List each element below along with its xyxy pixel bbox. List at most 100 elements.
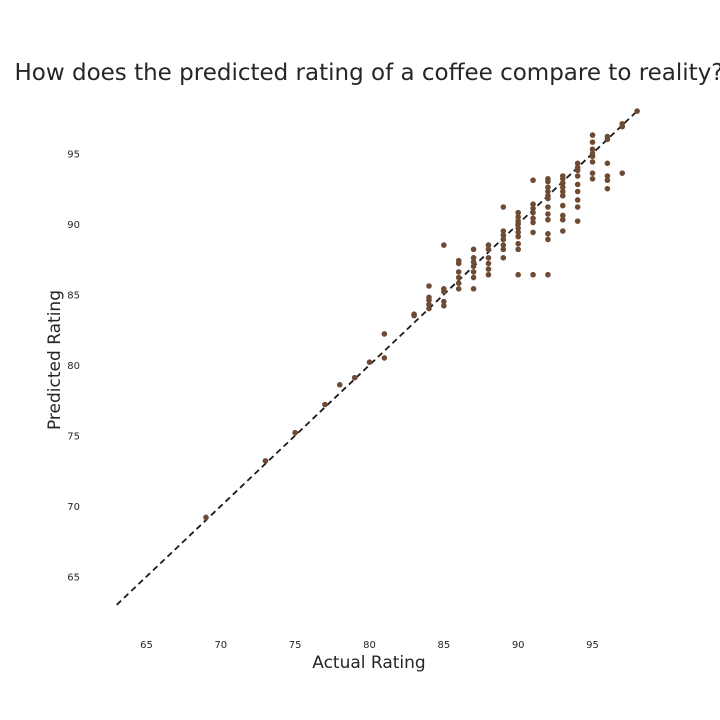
data-point xyxy=(589,150,596,157)
data-point xyxy=(500,232,507,239)
data-point xyxy=(574,188,581,195)
data-point xyxy=(441,242,447,248)
data-point xyxy=(559,188,566,195)
data-point xyxy=(455,280,462,286)
data-point xyxy=(545,271,551,278)
data-point xyxy=(455,274,462,281)
data-point xyxy=(515,233,521,240)
data-point xyxy=(634,108,640,114)
y-tick-label: 65 xyxy=(67,573,80,584)
x-tick-label: 95 xyxy=(586,640,599,651)
data-point xyxy=(381,331,388,337)
data-point xyxy=(500,204,507,210)
data-point xyxy=(559,212,566,219)
data-point xyxy=(485,242,492,248)
data-point xyxy=(485,246,492,253)
y-tick-label: 95 xyxy=(67,149,80,160)
data-point xyxy=(530,177,536,184)
data-point xyxy=(589,176,596,182)
data-point xyxy=(203,514,209,521)
data-point xyxy=(589,159,596,165)
data-point xyxy=(336,381,343,388)
data-point xyxy=(366,359,373,365)
data-point xyxy=(619,170,626,176)
x-tick-label: 80 xyxy=(363,640,376,651)
data-point xyxy=(426,294,432,301)
data-point xyxy=(485,266,492,272)
x-tick-labels: 65 70 75 80 85 90 95 xyxy=(140,640,599,651)
data-point xyxy=(530,205,536,212)
data-point xyxy=(515,209,521,216)
data-point xyxy=(500,246,507,253)
data-point xyxy=(545,184,551,191)
data-point xyxy=(515,229,521,236)
data-point xyxy=(426,283,432,289)
data-point xyxy=(574,218,581,224)
data-point xyxy=(545,211,551,217)
data-point xyxy=(515,240,521,247)
data-point xyxy=(545,204,551,210)
y-tick-label: 70 xyxy=(67,502,80,513)
data-point xyxy=(574,181,581,188)
data-point xyxy=(485,260,492,267)
data-point xyxy=(604,173,611,179)
data-point xyxy=(500,228,507,234)
data-point xyxy=(500,254,507,261)
data-point xyxy=(515,214,521,220)
y-axis-label: Predicted Rating xyxy=(45,290,65,430)
data-point xyxy=(589,139,596,145)
data-point xyxy=(455,269,462,275)
x-axis-label: Actual Rating xyxy=(312,653,425,673)
data-point xyxy=(351,374,358,381)
data-point xyxy=(322,401,328,408)
data-point xyxy=(515,246,521,253)
data-point xyxy=(559,216,566,223)
x-tick-label: 75 xyxy=(289,640,302,651)
data-point xyxy=(515,271,521,278)
y-tick-label: 75 xyxy=(67,432,80,443)
data-point xyxy=(530,229,536,236)
data-point xyxy=(426,301,432,308)
data-point xyxy=(574,164,581,171)
data-point xyxy=(589,146,596,152)
x-tick-label: 70 xyxy=(214,640,227,651)
data-point xyxy=(455,257,462,264)
data-point xyxy=(470,263,477,270)
data-point xyxy=(441,286,447,292)
data-point xyxy=(559,184,566,191)
x-tick-label: 65 xyxy=(140,640,153,651)
y-tick-label: 85 xyxy=(67,290,80,301)
data-point xyxy=(619,121,626,127)
data-point xyxy=(515,218,521,224)
data-point xyxy=(470,269,477,275)
data-point xyxy=(381,355,388,361)
y-tick-label: 90 xyxy=(67,220,80,231)
data-point xyxy=(530,215,536,222)
chart-title: How does the predicted rating of a coffe… xyxy=(14,60,720,86)
x-tick-label: 90 xyxy=(512,640,525,651)
data-point xyxy=(545,231,551,237)
data-point xyxy=(574,204,581,210)
data-point xyxy=(574,160,581,167)
data-point xyxy=(604,177,611,184)
data-point xyxy=(574,197,581,203)
data-point xyxy=(604,160,611,167)
data-point xyxy=(545,236,551,243)
data-point xyxy=(426,305,432,312)
reference-line xyxy=(116,110,638,606)
data-point xyxy=(545,216,551,223)
data-point xyxy=(604,133,611,140)
data-point xyxy=(559,228,566,234)
data-point xyxy=(470,286,477,292)
data-point xyxy=(530,209,536,216)
data-point xyxy=(500,242,507,248)
data-point xyxy=(545,192,551,199)
data-point xyxy=(559,173,566,179)
data-point xyxy=(441,302,447,309)
y-tick-label: 80 xyxy=(67,361,80,372)
data-point xyxy=(559,202,566,209)
y-tick-labels: 65 70 75 80 85 90 95 xyxy=(67,149,80,583)
data-point xyxy=(589,170,596,176)
data-point xyxy=(470,259,477,265)
